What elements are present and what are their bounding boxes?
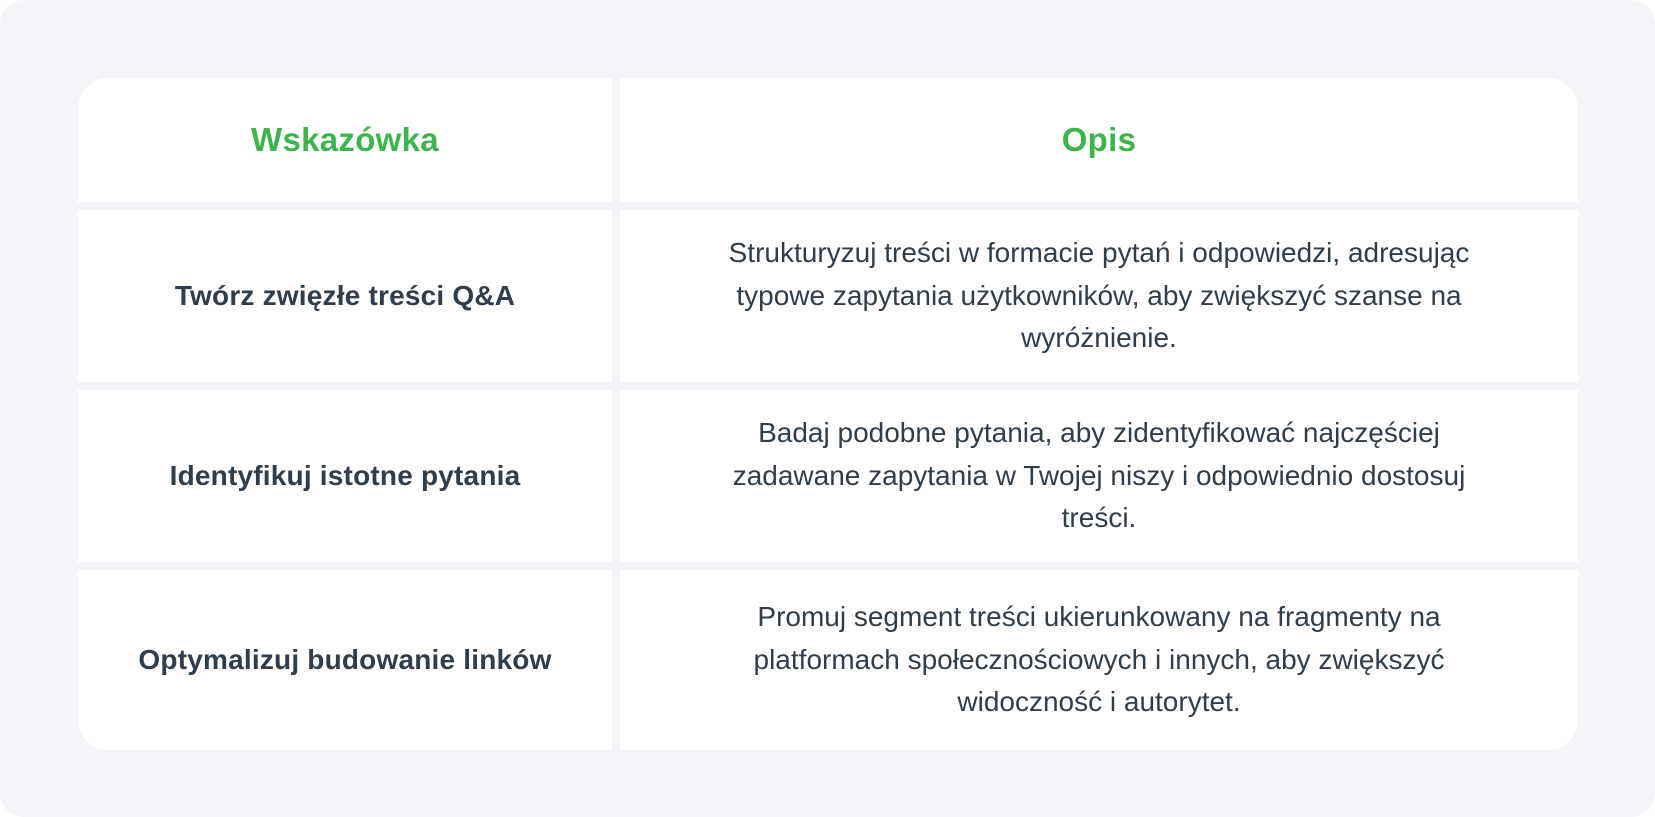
header-cell-description: Opis xyxy=(620,78,1578,202)
tip-label: Optymalizuj budowanie linków xyxy=(138,644,552,675)
description-text: Badaj podobne pytania, aby zidentyfikowa… xyxy=(732,416,1466,534)
table-row-1-description-cell: Strukturyzuj treści w formacie pytań i o… xyxy=(620,210,1578,382)
tip-label: Twórz zwięzłe treści Q&A xyxy=(174,280,516,311)
table-row-2-tip-cell: Identyfikuj istotne pytania xyxy=(78,390,612,562)
header-label-tip: Wskazówka xyxy=(251,121,439,158)
tips-table: Wskazówka Opis Twórz zwięzłe treści Q&A … xyxy=(78,78,1578,750)
tip-label: Identyfikuj istotne pytania xyxy=(169,460,521,491)
header-label-description: Opis xyxy=(1061,121,1137,158)
table-row-1-tip-cell: Twórz zwięzłe treści Q&A xyxy=(78,210,612,382)
table-row-3-tip-cell: Optymalizuj budowanie linków xyxy=(78,570,612,750)
description-text: Promuj segment treści ukierunkowany na f… xyxy=(753,600,1445,718)
description-text: Strukturyzuj treści w formacie pytań i o… xyxy=(728,236,1470,354)
table-row-3-description-cell: Promuj segment treści ukierunkowany na f… xyxy=(620,570,1578,750)
header-cell-tip: Wskazówka xyxy=(78,78,612,202)
table-row-2-description-cell: Badaj podobne pytania, aby zidentyfikowa… xyxy=(620,390,1578,562)
